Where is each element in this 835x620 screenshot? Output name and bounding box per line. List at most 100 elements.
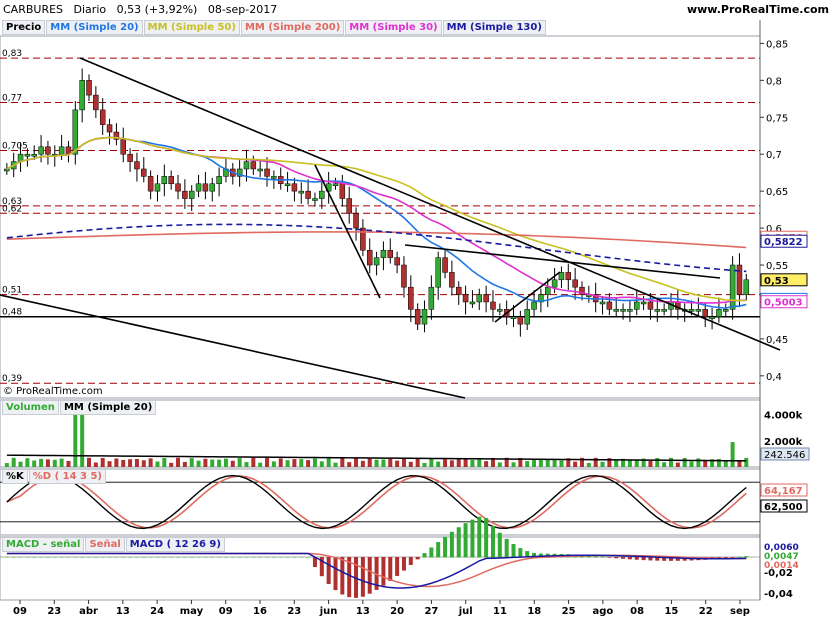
macd-histogram-bar (121, 557, 126, 558)
price-axis-label: 0,65 (766, 187, 788, 198)
macd-legend-entry[interactable]: MACD - señal (2, 537, 85, 552)
macd-legend-entry[interactable]: MACD ( 12 26 9) (125, 537, 225, 552)
price-legend-entry[interactable]: MM (Simple 130) (442, 20, 546, 35)
candle-body (319, 190, 325, 199)
macd-value-tag-text: 0,0047 (764, 552, 799, 562)
volume-bar (59, 458, 64, 467)
candle-body (99, 109, 106, 125)
macd-histogram-bar (114, 557, 119, 558)
volume-bar (39, 458, 44, 467)
candle-body (606, 301, 613, 310)
candle-body (113, 131, 120, 140)
price-axis-label: 0,85 (766, 39, 788, 50)
macd-histogram-bar (18, 557, 23, 558)
candle-body (394, 257, 400, 266)
trend-line (404, 244, 721, 279)
candle-body (401, 264, 407, 288)
volume-sma-line (6, 454, 747, 462)
stochastic-legend-entry[interactable]: %D ( 14 3 5) (28, 469, 106, 484)
candle-body (702, 309, 708, 317)
price-legend-entry[interactable]: MM (Simple 50) (143, 20, 240, 35)
candle-body (45, 146, 51, 155)
macd-histogram-bar (45, 557, 50, 558)
volume-bar (552, 458, 557, 467)
candle-body (408, 286, 414, 310)
level-label: 0,63 (2, 197, 22, 207)
volume-bar (538, 459, 543, 467)
candle-body (79, 80, 85, 111)
volume-bar (607, 458, 612, 467)
candle-body (120, 139, 126, 155)
macd-histogram-bar (484, 518, 489, 558)
macd-legend-entry[interactable]: Señal (85, 537, 125, 552)
candle-body (141, 168, 147, 177)
candle-body (517, 316, 524, 325)
volume-bar (518, 457, 523, 467)
candle-body (743, 279, 750, 295)
macd-histogram-bar (497, 532, 502, 558)
price-legend-entry[interactable]: MM (Simple 20) (46, 20, 143, 35)
volume-bar (593, 457, 598, 467)
price-axis-label: 0,6 (766, 224, 782, 235)
candle-body (442, 257, 448, 273)
volume-legend-entry[interactable]: Volumen (2, 400, 59, 415)
candle-body (38, 146, 44, 155)
price-value-tag (760, 295, 808, 309)
macd-histogram-bar (737, 556, 742, 558)
candle-body (182, 190, 188, 199)
stochastic-legend-entry[interactable]: %K (2, 469, 28, 484)
candle-body (462, 294, 469, 303)
sma200-line (6, 231, 747, 249)
candle-body (736, 264, 743, 295)
candle-body (695, 309, 702, 312)
volume-bar (655, 458, 660, 467)
macd-histogram-bar (326, 557, 331, 584)
volume-bar (689, 461, 694, 467)
macd-histogram-bar (401, 557, 406, 571)
x-axis-label: 27 (424, 606, 438, 617)
macd-histogram-bar (655, 557, 660, 561)
candle-body (723, 309, 729, 312)
trend-line (314, 164, 381, 299)
candle-body (544, 286, 551, 295)
volume-bar (477, 458, 482, 467)
volume-bar (32, 460, 37, 467)
macd-axis-label: -0,04 (764, 589, 793, 600)
volume-bar (237, 458, 242, 467)
price-legend-entry[interactable]: MM (Simple 200) (240, 20, 345, 35)
volume-bar (456, 458, 461, 467)
price-value-tag (760, 234, 808, 248)
volume-bar (484, 461, 489, 467)
volume-bar (285, 460, 290, 467)
volume-bar (223, 458, 228, 467)
volume-legend-entry[interactable]: MM (Simple 20) (59, 400, 157, 415)
macd-histogram-bar (244, 557, 249, 558)
price-axis-label: 0,45 (766, 335, 788, 346)
macd-histogram-bar (155, 557, 160, 558)
macd-histogram-bar (675, 557, 680, 561)
macd-histogram-bar (490, 525, 495, 558)
candle-body (654, 309, 661, 312)
macd-histogram-bar (258, 557, 263, 558)
volume-bar (319, 461, 324, 467)
candle-body (346, 198, 352, 214)
price-axis-label: 0,55 (766, 261, 788, 272)
candle-body (387, 249, 394, 258)
price-legend-entry[interactable]: MM (Simple 30) (345, 20, 442, 35)
volume-bar (45, 459, 50, 467)
volume-bar (203, 458, 208, 467)
volume-bar (312, 458, 317, 467)
macd-histogram-bar (408, 557, 413, 566)
volume-bar (703, 460, 708, 467)
volume-bar (100, 457, 105, 467)
candle-body (216, 176, 222, 185)
volume-bar (189, 458, 194, 467)
macd-histogram-bar (744, 556, 749, 558)
price-legend-entry[interactable]: Precio (2, 20, 46, 35)
macd-histogram-bar (4, 557, 9, 558)
macd-histogram-bar (223, 557, 228, 558)
macd-histogram-bar (614, 557, 619, 559)
volume-bar (360, 460, 365, 467)
price-axis-label: 0,7 (766, 150, 782, 161)
volume-bar (155, 461, 160, 467)
